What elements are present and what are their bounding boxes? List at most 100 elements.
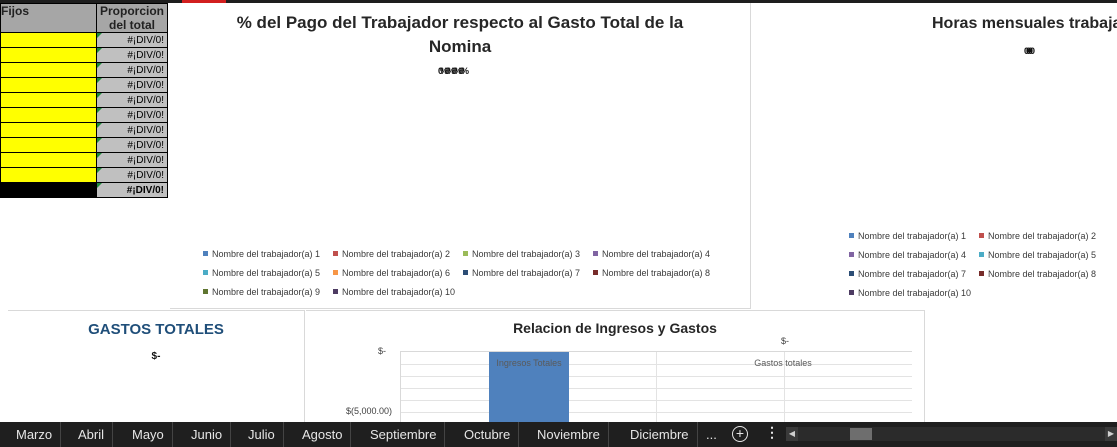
fijos-cell[interactable]: [0, 62, 97, 78]
legend-label: Nombre del trabajador(a) 8: [988, 269, 1097, 279]
legend-label: Nombre del trabajador(a) 6: [342, 268, 451, 278]
scrollbar-thumb[interactable]: [850, 428, 872, 440]
legend-label: Nombre del trabajador(a) 2: [988, 231, 1097, 241]
pago-trabajador-chart[interactable]: % del Pago del Trabajador respecto al Ga…: [170, 3, 751, 309]
legend-item: Nombre del trabajador(a) 4: [593, 249, 710, 259]
fijos-cell[interactable]: [0, 107, 97, 123]
proporcion-cell[interactable]: #¡DIV/0!: [96, 137, 168, 153]
tab-marzo[interactable]: Marzo: [8, 422, 62, 447]
fijos-cell[interactable]: [0, 77, 97, 93]
proporcion-cell[interactable]: #¡DIV/0!: [96, 62, 168, 78]
y-tick-label: $-: [377, 346, 386, 356]
more-tabs-ellipsis[interactable]: ...: [706, 427, 717, 442]
legend-label: Nombre del trabajador(a) 1: [212, 249, 321, 259]
proporcion-cell[interactable]: #¡DIV/0!: [96, 47, 168, 63]
active-cell-marker: [182, 0, 226, 3]
add-sheet-icon[interactable]: +: [732, 426, 748, 442]
legend-label: Nombre del trabajador(a) 3: [472, 249, 581, 259]
bar-ingresos-totales[interactable]: [489, 352, 569, 424]
legend-item: Nombre del trabajador(a) 10: [333, 287, 455, 297]
gridline: [784, 352, 785, 424]
legend-swatch: [849, 271, 854, 276]
overlapping-data-labels: 0%0%0%0%: [438, 66, 469, 76]
tab-abril[interactable]: Abril: [70, 422, 114, 447]
legend-swatch: [203, 251, 208, 256]
legend-item: Nombre del trabajador(a) 10: [849, 288, 971, 298]
legend-label: Nombre del trabajador(a) 10: [342, 287, 456, 297]
sheet-tabs-bar: Marzo Abril Mayo Junio Julio Agosto Sept…: [0, 422, 1117, 447]
legend-item: Nombre del trabajador(a) 8: [979, 269, 1096, 279]
total-proporcion-cell[interactable]: #¡DIV/0!: [96, 182, 168, 198]
proporcion-cell[interactable]: #¡DIV/0!: [96, 92, 168, 108]
legend-item: Nombre del trabajador(a) 8: [593, 268, 710, 278]
tab-junio[interactable]: Junio: [183, 422, 232, 447]
legend-label: Nombre del trabajador(a) 4: [602, 249, 711, 259]
proporcion-cell[interactable]: #¡DIV/0!: [96, 107, 168, 123]
tab-septiembre[interactable]: Septiembre: [362, 422, 446, 447]
legend-item: Nombre del trabajador(a) 1: [849, 231, 966, 241]
vertical-ellipsis-icon[interactable]: ⋮: [765, 424, 779, 440]
category-label: Ingresos Totales: [496, 358, 562, 368]
legend-item: Nombre del trabajador(a) 6: [333, 268, 450, 278]
chart-title: % del Pago del Trabajador respecto al Ga…: [236, 13, 684, 56]
tab-mayo[interactable]: Mayo: [124, 422, 173, 447]
legend-label: Nombre del trabajador(a) 5: [212, 268, 321, 278]
legend-swatch: [203, 289, 208, 294]
tab-noviembre[interactable]: Noviembre: [529, 422, 609, 447]
y-tick-label: $(5,000.00): [345, 406, 392, 416]
category-label: Gastos totales: [754, 358, 812, 368]
legend-swatch: [593, 251, 598, 256]
legend-swatch: [333, 251, 338, 256]
fijos-cell[interactable]: [0, 137, 97, 153]
plot-area: Ingresos Totales Gastos totales: [400, 351, 912, 424]
legend-item: Nombre del trabajador(a) 5: [979, 250, 1096, 260]
horizontal-scrollbar[interactable]: ◀ ▶: [786, 427, 1117, 441]
chart-title: Horas mensuales trabaja: [932, 15, 1117, 32]
legend-item: Nombre del trabajador(a) 2: [979, 231, 1096, 241]
tab-octubre[interactable]: Octubre: [456, 422, 520, 447]
scroll-right-icon[interactable]: ▶: [1105, 427, 1117, 441]
legend-label: Nombre del trabajador(a) 9: [212, 287, 321, 297]
legend-label: Nombre del trabajador(a) 8: [602, 268, 711, 278]
gastos-value: $-: [151, 351, 161, 362]
legend-swatch: [979, 252, 984, 257]
header-proporcion[interactable]: Proporcion del total: [96, 3, 168, 33]
legend-item: Nombre del trabajador(a) 7: [849, 269, 966, 279]
legend-swatch: [333, 289, 338, 294]
proporcion-cell[interactable]: #¡DIV/0!: [96, 152, 168, 168]
tab-agosto[interactable]: Agosto: [294, 422, 352, 447]
fijos-cell[interactable]: [0, 152, 97, 168]
gastos-title: GASTOS TOTALES: [88, 321, 224, 338]
gastos-totales-panel[interactable]: GASTOS TOTALES $-: [8, 310, 305, 423]
horas-mensuales-chart[interactable]: Horas mensuales trabaja 0000 Nombre del …: [752, 3, 1117, 308]
legend-item: Nombre del trabajador(a) 7: [463, 268, 580, 278]
legend-item: Nombre del trabajador(a) 3: [463, 249, 580, 259]
proporcion-cell[interactable]: #¡DIV/0!: [96, 77, 168, 93]
legend-swatch: [849, 233, 854, 238]
legend-swatch: [979, 233, 984, 238]
relacion-ingresos-gastos-chart[interactable]: Relacion de Ingresos y Gastos $- $(5,000…: [306, 310, 925, 424]
fijos-cell[interactable]: [0, 32, 97, 48]
window-top-border: [0, 0, 1117, 3]
tab-julio[interactable]: Julio: [240, 422, 284, 447]
proporcion-cell[interactable]: #¡DIV/0!: [96, 167, 168, 183]
scroll-left-icon[interactable]: ◀: [786, 427, 798, 441]
total-fijos-cell[interactable]: [0, 182, 97, 198]
proporcion-cell[interactable]: #¡DIV/0!: [96, 122, 168, 138]
legend-swatch: [849, 290, 854, 295]
legend-swatch: [463, 251, 468, 256]
fijos-cell[interactable]: [0, 167, 97, 183]
legend-item: Nombre del trabajador(a) 9: [203, 287, 320, 297]
fijos-cell[interactable]: [0, 122, 97, 138]
fijos-cell[interactable]: [0, 92, 97, 108]
legend-label: Nombre del trabajador(a) 2: [342, 249, 451, 259]
header-fijos[interactable]: Fijos: [0, 3, 97, 33]
legend-item: Nombre del trabajador(a) 1: [203, 249, 320, 259]
legend-label: Nombre del trabajador(a) 10: [858, 288, 972, 298]
legend-swatch: [333, 270, 338, 275]
proporcion-cell[interactable]: #¡DIV/0!: [96, 32, 168, 48]
legend-label: Nombre del trabajador(a) 1: [858, 231, 967, 241]
fijos-cell[interactable]: [0, 47, 97, 63]
data-label: $-: [781, 336, 790, 346]
tab-diciembre[interactable]: Diciembre: [622, 422, 698, 447]
